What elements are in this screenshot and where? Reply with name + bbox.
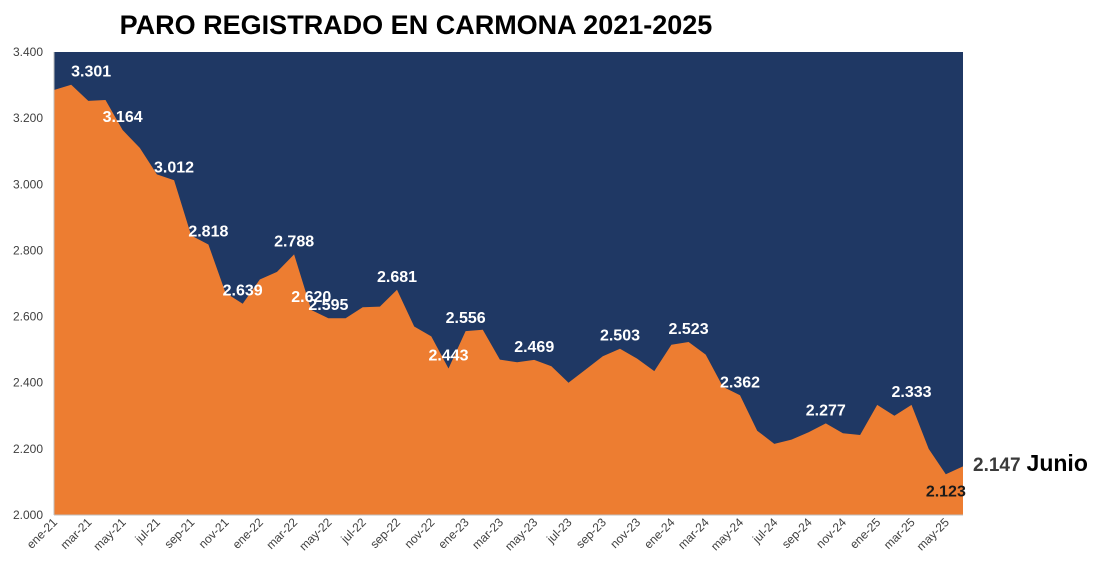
x-tick-label: nov-22 bbox=[402, 515, 438, 551]
data-label: 2.639 bbox=[223, 283, 263, 300]
data-label: 2.620 bbox=[291, 289, 331, 306]
data-label: 2.123 bbox=[926, 483, 966, 500]
series-area bbox=[54, 84, 963, 515]
data-label: 2.277 bbox=[806, 402, 846, 419]
data-label: 2.443 bbox=[428, 347, 468, 364]
y-tick-label: 3.200 bbox=[13, 111, 43, 125]
x-tick-label: jul-23 bbox=[543, 515, 575, 547]
x-tick-label: jul-22 bbox=[337, 515, 369, 547]
x-tick-label: sep-21 bbox=[161, 515, 197, 551]
x-tick-label: nov-23 bbox=[607, 515, 643, 551]
x-tick-label: ene-22 bbox=[230, 515, 267, 552]
data-label: 2.818 bbox=[188, 223, 228, 240]
x-tick-label: jul-21 bbox=[132, 515, 164, 547]
x-tick-label: ene-23 bbox=[435, 515, 472, 552]
x-tick-label: mar-25 bbox=[881, 515, 918, 552]
y-tick-label: 2.200 bbox=[13, 442, 43, 456]
data-label: 2.523 bbox=[669, 321, 709, 338]
data-label: 2.595 bbox=[308, 297, 348, 314]
x-tick-label: may-25 bbox=[914, 515, 952, 553]
x-tick-label: sep-24 bbox=[779, 515, 815, 551]
y-tick-label: 3.400 bbox=[13, 45, 43, 59]
data-label: 2.333 bbox=[892, 384, 932, 401]
data-label: 2.556 bbox=[446, 310, 486, 327]
x-tick-label: mar-23 bbox=[469, 515, 506, 552]
current-value: 2.147 bbox=[973, 455, 1021, 476]
data-label: 2.788 bbox=[274, 233, 314, 250]
data-label: 2.469 bbox=[514, 339, 554, 356]
x-tick-label: nov-24 bbox=[813, 515, 849, 551]
x-tick-label: sep-23 bbox=[573, 515, 609, 551]
x-tick-label: nov-21 bbox=[196, 515, 232, 551]
data-label: 3.301 bbox=[71, 64, 111, 81]
x-tick-label: ene-25 bbox=[847, 515, 884, 552]
x-tick-label: mar-24 bbox=[675, 515, 712, 552]
current-month: Junio bbox=[1026, 450, 1088, 476]
y-tick-label: 2.800 bbox=[13, 243, 43, 257]
data-label: 2.681 bbox=[377, 269, 417, 286]
x-tick-label: may-22 bbox=[296, 515, 334, 553]
x-tick-label: jul-24 bbox=[749, 515, 781, 547]
x-tick-label: mar-22 bbox=[263, 515, 300, 552]
x-tick-label: may-24 bbox=[708, 515, 746, 553]
y-tick-label: 2.400 bbox=[13, 376, 43, 390]
y-tick-label: 2.600 bbox=[13, 310, 43, 324]
y-axis: 2.000 2.200 2.400 2.600 2.800 3.000 3.200 3.400 bbox=[13, 45, 43, 522]
data-label: 3.164 bbox=[103, 109, 143, 126]
x-tick-label: sep-22 bbox=[367, 515, 403, 551]
y-tick-label: 3.000 bbox=[13, 177, 43, 191]
current-value-annotation: 2.147 Junio bbox=[973, 450, 1088, 477]
x-tick-label: mar-21 bbox=[58, 515, 95, 552]
data-label: 2.362 bbox=[720, 374, 760, 391]
data-label: 2.503 bbox=[600, 328, 640, 345]
x-tick-label: may-23 bbox=[502, 515, 540, 553]
data-label: 3.012 bbox=[154, 159, 194, 176]
y-tick-label: 2.000 bbox=[13, 508, 43, 522]
x-tick-label: may-21 bbox=[91, 515, 129, 553]
data-labels: 3.301 3.164 3.012 2.818 2.639 2.788 2.6202.595… bbox=[71, 64, 966, 501]
x-tick-label: ene-24 bbox=[641, 515, 678, 552]
chart-title: PARO REGISTRADO EN CARMONA 2021-2025 bbox=[119, 10, 713, 40]
